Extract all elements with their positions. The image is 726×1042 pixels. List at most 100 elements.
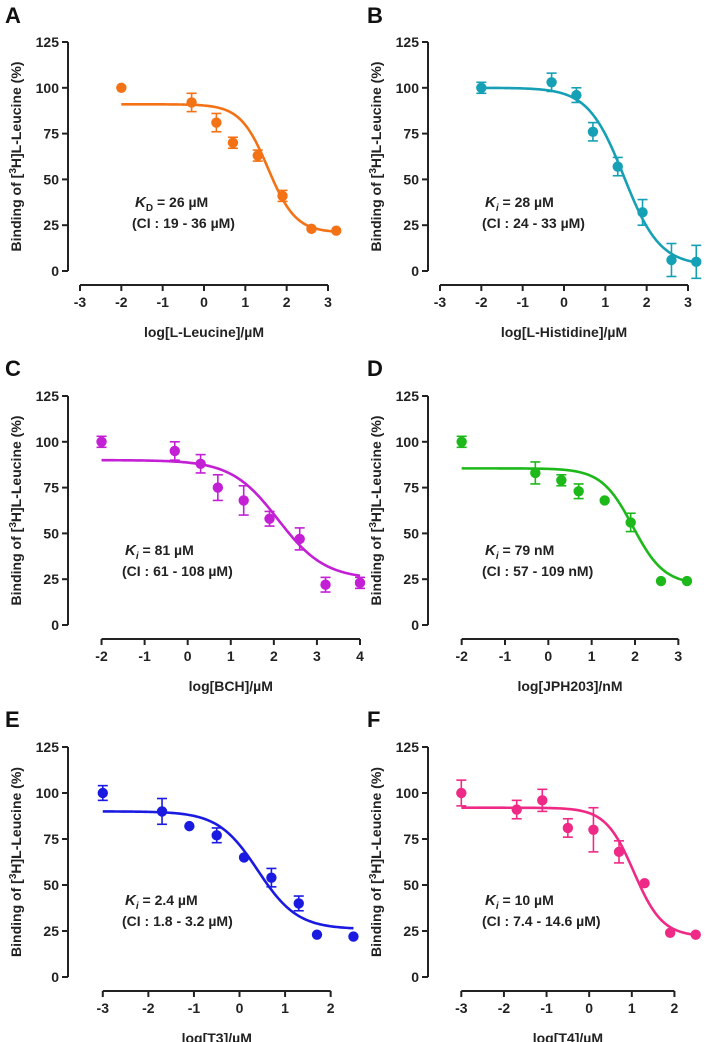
data-point: [294, 533, 305, 545]
y-tick-label: 25: [403, 923, 419, 939]
y-tick-label: 25: [403, 217, 419, 233]
y-axis-label-part: Binding of [: [368, 527, 384, 605]
constant-subscript: D: [146, 203, 153, 214]
data-point: [625, 517, 636, 528]
constant-subscript: i: [496, 901, 499, 912]
panel-label-a: A: [5, 3, 21, 28]
y-tick-label: 50: [43, 877, 59, 893]
panel-label-c: C: [5, 356, 21, 381]
y-tick-label: 0: [51, 617, 59, 633]
y-axis-label-part: H]L-Leucine (%): [368, 62, 384, 169]
constant-subscript: i: [496, 551, 499, 562]
y-tick-label: 50: [43, 171, 59, 187]
constant-symbol: K: [135, 194, 147, 211]
confidence-interval-label: (CI : 19 - 36 µM): [132, 215, 235, 231]
constant-subscript: i: [136, 551, 139, 562]
x-tick-label: 0: [585, 1000, 593, 1016]
x-tick-label: 1: [281, 1000, 289, 1016]
data-point: [116, 82, 127, 94]
data-point: [195, 458, 206, 469]
y-tick-label: 125: [36, 388, 60, 404]
confidence-interval-label: (CI : 57 - 109 nM): [482, 563, 593, 579]
constant-value: = 10 µM: [499, 892, 554, 908]
y-tick-label: 75: [43, 126, 59, 142]
x-tick-label: -3: [455, 1000, 468, 1016]
data-point: [264, 513, 275, 524]
x-tick-label: 2: [327, 1000, 335, 1016]
panel-e: E 0 25 50 75 100 125 -3 -2 -1 0 1 2 log[T3]/µM Binding…: [5, 707, 359, 1042]
confidence-interval-label: (CI : 1.8 - 3.2 µM): [122, 913, 233, 929]
y-tick-label: 100: [396, 434, 420, 450]
y-axis-label-part: Binding of [: [8, 527, 24, 605]
y-tick-label: 100: [36, 80, 60, 96]
x-axis-label: log[JPH203]/nM: [517, 678, 622, 694]
panel-b: B 0 25 50 75 100 125 -3 -2 -1 0 1 2 3 log[L-Histidine]…: [367, 3, 702, 340]
data-point: [537, 795, 548, 806]
y-axis-label: Binding of [3H]L-Leucine (%): [8, 416, 24, 606]
panel-label-f: F: [367, 707, 380, 732]
y-tick-label: 100: [36, 785, 60, 801]
x-tick-label: -2: [475, 294, 488, 310]
confidence-interval-label: (CI : 7.4 - 14.6 µM): [482, 913, 601, 929]
y-tick-label: 25: [403, 571, 419, 587]
y-tick-label: 100: [396, 80, 420, 96]
x-tick-label: 3: [313, 648, 321, 664]
y-axis-label: Binding of [3H]L-Leucine (%): [368, 767, 384, 957]
x-tick-label: -1: [138, 648, 151, 664]
y-axis-label-superscript: 3: [8, 168, 19, 174]
x-tick-label: 0: [236, 1000, 244, 1016]
constant-label: Ki = 10 µM: [485, 892, 554, 912]
data-point: [655, 575, 667, 587]
data-point: [97, 787, 108, 799]
data-point: [266, 872, 277, 883]
data-point: [186, 97, 197, 108]
data-point: [348, 931, 359, 942]
data-point: [562, 822, 574, 834]
panel-d: D 0 25 50 75 100 125 -2 -1 0 1 2 3 log[JPH203]/nM Bind…: [367, 356, 693, 694]
x-tick-label: -3: [97, 1000, 110, 1016]
data-point: [546, 77, 557, 88]
x-tick-label: 1: [601, 294, 609, 310]
x-tick-label: -2: [455, 648, 468, 664]
data-point: [639, 877, 650, 889]
data-point: [212, 482, 224, 493]
constant-label: Ki = 28 µM: [485, 194, 554, 214]
y-axis-label-part: Binding of [: [8, 173, 24, 251]
constant-symbol: K: [125, 542, 137, 559]
data-point: [612, 161, 623, 172]
data-point: [311, 929, 323, 940]
x-tick-label: 0: [544, 648, 552, 664]
constant-label: Ki = 79 nM: [485, 542, 554, 562]
data-point: [476, 82, 487, 94]
x-tick-label: 0: [184, 648, 192, 664]
x-tick-label: 2: [671, 1000, 679, 1016]
y-tick-label: 50: [403, 525, 419, 541]
constant-value: = 28 µM: [499, 194, 554, 210]
data-point: [211, 830, 222, 841]
y-tick-label: 125: [396, 388, 420, 404]
y-tick-label: 0: [51, 263, 59, 279]
x-tick-label: 0: [560, 294, 568, 310]
confidence-interval-label: (CI : 24 - 33 µM): [482, 215, 585, 231]
x-tick-label: -3: [74, 294, 87, 310]
y-tick-label: 0: [411, 969, 419, 985]
data-point: [306, 223, 317, 235]
x-tick-label: -2: [115, 294, 128, 310]
y-tick-label: 125: [36, 34, 60, 50]
y-tick-label: 75: [403, 480, 419, 496]
x-tick-label: 1: [241, 294, 249, 310]
y-tick-label: 25: [43, 217, 59, 233]
fit-curve: [461, 467, 688, 583]
data-point: [571, 89, 582, 101]
y-tick-label: 25: [43, 571, 59, 587]
panel-label-d: D: [367, 356, 383, 381]
y-axis-label: Binding of [3H]L-Leucine (%): [368, 62, 384, 252]
y-axis-label: Binding of [3H]L-Leucine (%): [368, 416, 384, 606]
y-axis-label-superscript: 3: [8, 873, 19, 879]
fit-curve: [481, 86, 697, 264]
data-point: [96, 436, 107, 447]
x-tick-label: 3: [684, 294, 692, 310]
x-tick-label: 1: [628, 1000, 636, 1016]
fit-curve: [121, 102, 337, 233]
fit-curve: [101, 458, 361, 577]
